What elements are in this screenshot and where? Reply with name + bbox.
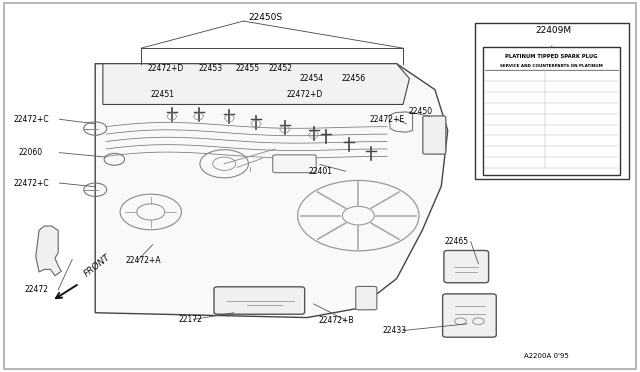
- Bar: [483, 47, 620, 175]
- Text: 22455: 22455: [236, 64, 260, 73]
- Text: 22472: 22472: [25, 285, 49, 294]
- Text: 22472+C: 22472+C: [13, 115, 49, 124]
- FancyBboxPatch shape: [273, 155, 316, 173]
- Text: 22172: 22172: [178, 315, 202, 324]
- Text: 22472+D: 22472+D: [148, 64, 184, 73]
- Text: 22453: 22453: [198, 64, 223, 73]
- Text: SERVICE AND COUNTERPARTS ON PLATINUM: SERVICE AND COUNTERPARTS ON PLATINUM: [500, 64, 603, 68]
- PathPatch shape: [36, 226, 61, 276]
- FancyBboxPatch shape: [356, 286, 377, 310]
- Text: 22456: 22456: [342, 74, 366, 83]
- Text: FRONT: FRONT: [83, 253, 112, 279]
- Text: 22472+A: 22472+A: [125, 256, 161, 264]
- Text: 22450: 22450: [408, 108, 432, 116]
- Text: PLATINUM TIPPED SPARK PLUG: PLATINUM TIPPED SPARK PLUG: [505, 54, 598, 59]
- Text: 22472+B: 22472+B: [319, 316, 354, 325]
- Text: 22465: 22465: [445, 237, 468, 246]
- Text: A2200A 0'95: A2200A 0'95: [524, 353, 569, 359]
- Text: 22451: 22451: [151, 90, 175, 99]
- Text: 22472+C: 22472+C: [13, 179, 49, 187]
- Text: 22433: 22433: [383, 326, 406, 335]
- Text: 22452: 22452: [269, 64, 293, 73]
- Text: 22472+D: 22472+D: [287, 90, 323, 99]
- Text: 22450S: 22450S: [249, 13, 283, 22]
- FancyBboxPatch shape: [443, 294, 496, 337]
- PathPatch shape: [95, 64, 448, 318]
- FancyBboxPatch shape: [214, 287, 305, 314]
- Text: 22060: 22060: [19, 148, 43, 157]
- Text: 22454: 22454: [300, 74, 324, 83]
- FancyBboxPatch shape: [444, 250, 488, 283]
- PathPatch shape: [103, 64, 410, 105]
- FancyBboxPatch shape: [423, 116, 446, 154]
- Text: 22401: 22401: [308, 167, 333, 176]
- Text: 22409M: 22409M: [535, 26, 571, 35]
- Text: 22472+E: 22472+E: [370, 115, 405, 124]
- Bar: [474, 23, 629, 179]
